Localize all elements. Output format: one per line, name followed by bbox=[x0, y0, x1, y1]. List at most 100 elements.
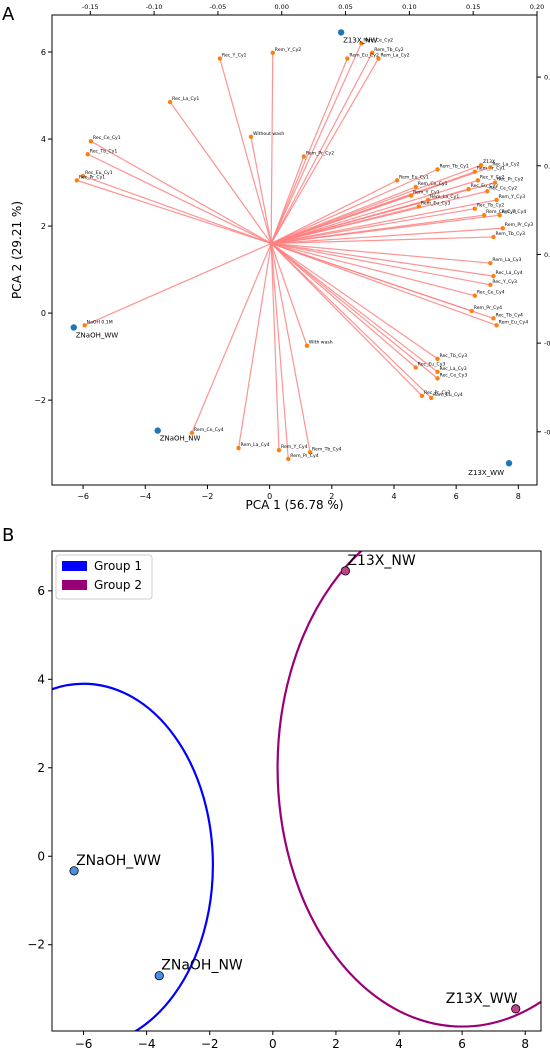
top-x-tick-label: -0.15 bbox=[82, 3, 99, 11]
loading-point bbox=[408, 193, 414, 198]
top-x-tick-label: 0.10 bbox=[402, 3, 416, 11]
loading-label: Rem_Tb_Cy4 bbox=[312, 446, 342, 452]
loading-point bbox=[491, 273, 496, 279]
x-tick-label: −6 bbox=[77, 492, 89, 501]
loading-point bbox=[435, 369, 440, 375]
cluster-point bbox=[511, 1004, 521, 1014]
loading-point bbox=[304, 343, 310, 348]
loading-label: Rem_Pr_Cy2 bbox=[306, 150, 334, 156]
x-tick-label: 6 bbox=[454, 492, 459, 501]
loading-label: Rem_La_Cy1 bbox=[430, 194, 459, 200]
loading-point bbox=[494, 323, 499, 328]
right-y-tick-label: -0.2 bbox=[544, 428, 550, 436]
loading-point bbox=[270, 50, 275, 56]
x-tick-label-b: 0 bbox=[269, 1037, 277, 1051]
loading-vector bbox=[270, 52, 274, 244]
loading-label: Rec_Tb_Cy1 bbox=[90, 148, 118, 154]
loading-label: Rem_Y_Cy4 bbox=[281, 444, 308, 450]
loading-vector bbox=[270, 242, 494, 319]
loading-point bbox=[435, 376, 440, 381]
axes-b: −6 −4 −2 0 2 4 6 8 −2 0 2 4 6 bbox=[27, 584, 529, 1051]
loading-point bbox=[85, 152, 90, 157]
loading-vector bbox=[270, 243, 432, 399]
loading-label: Rem_Eu_Cy2 bbox=[349, 53, 379, 59]
sample-point bbox=[505, 460, 513, 467]
x-tick-label-b: 8 bbox=[521, 1037, 529, 1051]
sample-label: Z13X_WW bbox=[468, 469, 504, 477]
loading-label: Rec_Y_Cy3 bbox=[492, 279, 517, 285]
loading-vector bbox=[270, 242, 438, 360]
loading-vector bbox=[271, 242, 494, 277]
sample-point bbox=[70, 324, 77, 331]
loading-vector bbox=[270, 186, 416, 245]
loading-label: Rec_La_Cy4 bbox=[495, 270, 522, 276]
loading-label: Rec_Eu_Cy2 bbox=[471, 183, 499, 189]
loading-point bbox=[475, 178, 481, 183]
x-tick-label: 2 bbox=[329, 492, 334, 501]
loading-point bbox=[413, 365, 418, 370]
loading-vector bbox=[271, 214, 485, 245]
loading-point bbox=[286, 456, 291, 462]
loading-label: Rec_Y_Cy4 bbox=[502, 209, 527, 215]
loading-point bbox=[236, 445, 241, 451]
loading-vector bbox=[270, 243, 289, 459]
cluster-point bbox=[340, 566, 350, 576]
loading-vector bbox=[219, 58, 272, 244]
legend: Group 1 Group 2 bbox=[55, 554, 153, 600]
top-x-tick-label: 0.00 bbox=[274, 3, 288, 11]
loading-label: Rec_Tb_Cy3 bbox=[440, 353, 468, 359]
x-tick-label-b: 4 bbox=[395, 1037, 403, 1051]
biplot-panel: Rem_Y_Cy2Rem_Ce_Cy2Rem_Tb_Cy2Rem_La_Cy2R… bbox=[10, 3, 550, 512]
loading-vector bbox=[271, 208, 475, 245]
y-tick-label-b: 6 bbox=[37, 584, 45, 598]
x-tick-label: 0 bbox=[267, 492, 272, 501]
loading-label: Rec_Y_Cy2 bbox=[480, 174, 505, 180]
loading-vector bbox=[270, 243, 280, 451]
loading-point bbox=[370, 50, 375, 56]
loading-vector bbox=[271, 199, 497, 245]
cluster-point-label: ZNaOH_NW bbox=[161, 958, 243, 974]
plot-frame-b bbox=[51, 550, 542, 1032]
loading-vector bbox=[270, 243, 438, 379]
loading-vector bbox=[270, 243, 417, 368]
loading-point bbox=[478, 162, 484, 168]
loading-point bbox=[416, 204, 422, 209]
loading-label: Rec_Ce_Cy3 bbox=[440, 372, 468, 378]
loading-point bbox=[413, 184, 418, 190]
right-y-tick-label: 0.1 bbox=[544, 162, 550, 170]
loading-point bbox=[80, 173, 86, 179]
loading-vector bbox=[270, 242, 438, 373]
loading-label: Rem_Eu_Cy4 bbox=[433, 392, 463, 398]
loading-label: Rec_La_Cy3 bbox=[440, 366, 467, 372]
loading-vector bbox=[271, 242, 491, 286]
loading-label: Rem_Pr_Cy4 bbox=[474, 305, 502, 311]
loading-point bbox=[491, 316, 496, 321]
cluster-point-label: ZNaOH_WW bbox=[76, 853, 161, 869]
loading-point bbox=[435, 356, 440, 361]
y-tick-label: −2 bbox=[34, 396, 46, 405]
loading-vector bbox=[270, 243, 311, 453]
top-x-tick-label: 0.20 bbox=[530, 3, 544, 11]
loading-vector bbox=[84, 242, 272, 326]
loading-vector bbox=[90, 140, 272, 244]
loading-point bbox=[276, 447, 282, 453]
loading-point bbox=[488, 165, 493, 170]
loading-label: Rec_La_Cy2 bbox=[492, 161, 519, 167]
loading-label: Rem_Ce_Cy3 bbox=[486, 209, 516, 215]
loading-label: Rec_Eu_Cy3 bbox=[418, 362, 446, 368]
loading-vector bbox=[270, 58, 379, 244]
loading-label: With wash bbox=[309, 340, 333, 346]
y-tick-label-b: 2 bbox=[37, 761, 45, 775]
sample-point bbox=[154, 427, 161, 434]
x-axis-label: PCA 1 (56.78 %) bbox=[245, 498, 343, 512]
loading-label: Rem_Ce_Cy1 bbox=[418, 181, 448, 187]
loading-label: Rem_Ce_Cy2 bbox=[363, 37, 393, 43]
cluster-point-label: Z13X_NW bbox=[347, 553, 415, 569]
loading-vectors bbox=[76, 43, 503, 459]
loading-label: Rem_Pr_Cy4 bbox=[290, 453, 318, 459]
loading-point bbox=[488, 260, 493, 266]
loading-vector bbox=[271, 236, 494, 245]
panel-letter-a: A bbox=[2, 4, 15, 25]
x-tick-label-b: −6 bbox=[75, 1037, 93, 1051]
legend-swatch bbox=[62, 561, 87, 571]
